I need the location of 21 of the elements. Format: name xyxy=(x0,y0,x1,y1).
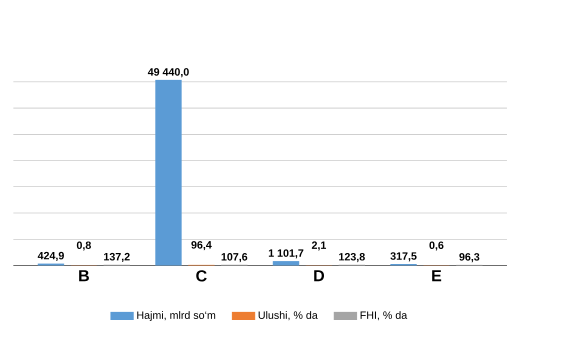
data-label: 2,1 xyxy=(312,241,326,251)
x-tick-label: D xyxy=(314,270,324,282)
data-label: 96,4 xyxy=(191,241,212,250)
legend-label: Hajmi, mlrd so‘m xyxy=(137,311,216,322)
data-label: 137,2 xyxy=(104,252,130,262)
data-label: 96,3 xyxy=(459,253,480,262)
x-tick-label: B xyxy=(79,270,89,282)
x-tick-label: E xyxy=(432,270,442,282)
data-label: 317,5 xyxy=(390,252,417,262)
data-label: 49 440,0 xyxy=(148,68,189,78)
legend-label: FHI, % da xyxy=(360,311,408,320)
bar xyxy=(155,80,182,266)
data-label: 107,6 xyxy=(222,253,248,262)
x-tick-label: C xyxy=(196,270,207,282)
data-label: 1 101,7 xyxy=(268,249,304,258)
data-label: 123,8 xyxy=(339,253,365,262)
data-label: 0,8 xyxy=(76,242,91,251)
data-label: 424,9 xyxy=(38,252,64,262)
bar xyxy=(272,261,300,266)
data-label: 0,6 xyxy=(429,242,444,251)
legend-label: Ulushi, % da xyxy=(258,311,318,320)
